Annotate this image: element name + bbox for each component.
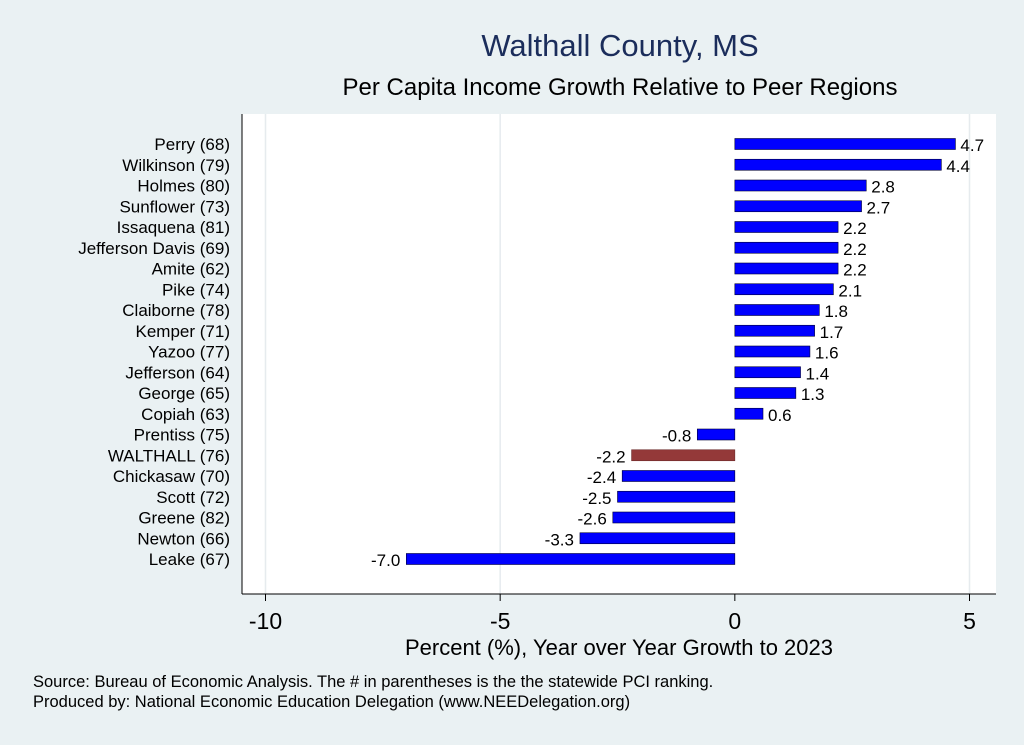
category-label: George (65) bbox=[138, 384, 230, 403]
category-label: Amite (62) bbox=[152, 260, 230, 279]
category-label: Wilkinson (79) bbox=[122, 156, 230, 175]
bar bbox=[621, 470, 736, 482]
bar bbox=[734, 179, 867, 192]
category-label: WALTHALL (76) bbox=[108, 446, 230, 465]
value-label: 2.2 bbox=[843, 219, 867, 238]
value-label: 2.7 bbox=[867, 198, 891, 217]
value-label: -3.3 bbox=[545, 530, 574, 549]
category-label: Jefferson Davis (69) bbox=[78, 239, 230, 258]
category-label: Pike (74) bbox=[162, 280, 230, 299]
bar bbox=[617, 490, 736, 503]
credit-note: Produced by: National Economic Education… bbox=[33, 693, 631, 711]
category-label: Perry (68) bbox=[154, 135, 230, 154]
category-label: Copiah (63) bbox=[141, 405, 230, 424]
bar bbox=[734, 221, 839, 233]
category-label: Leake (67) bbox=[149, 550, 230, 569]
value-label: 1.8 bbox=[824, 302, 848, 321]
value-label: -2.6 bbox=[578, 510, 607, 529]
x-axis-title: Percent (%), Year over Year Growth to 20… bbox=[405, 635, 833, 660]
bar bbox=[579, 532, 736, 545]
bar bbox=[734, 262, 839, 275]
x-tick-label: 0 bbox=[728, 608, 741, 634]
chart-subtitle: Per Capita Income Growth Relative to Pee… bbox=[342, 74, 898, 101]
category-label: Scott (72) bbox=[156, 488, 230, 507]
value-label: -7.0 bbox=[371, 551, 400, 570]
bar bbox=[734, 345, 811, 358]
category-label: Yazoo (77) bbox=[148, 343, 230, 362]
category-label: Greene (82) bbox=[138, 509, 230, 528]
category-label: Issaquena (81) bbox=[117, 218, 230, 237]
source-note: Source: Bureau of Economic Analysis. The… bbox=[33, 673, 714, 691]
category-label: Holmes (80) bbox=[137, 177, 230, 196]
value-label: 4.7 bbox=[960, 136, 984, 155]
bar bbox=[734, 138, 956, 150]
value-label: -0.8 bbox=[662, 427, 691, 446]
value-label: 1.3 bbox=[801, 385, 825, 404]
bar bbox=[734, 283, 834, 296]
bar bbox=[696, 428, 736, 441]
chart-title: Walthall County, MS bbox=[481, 28, 759, 63]
category-label: Chickasaw (70) bbox=[113, 467, 230, 486]
value-label: 1.6 bbox=[815, 344, 839, 363]
value-label: -2.5 bbox=[582, 489, 611, 508]
bar bbox=[734, 241, 839, 254]
category-label: Prentiss (75) bbox=[134, 426, 230, 445]
value-label: 2.1 bbox=[838, 281, 862, 300]
value-label: 4.4 bbox=[946, 157, 970, 176]
x-tick-label: 5 bbox=[963, 608, 976, 634]
value-label: -2.4 bbox=[587, 468, 616, 487]
value-label: 2.8 bbox=[871, 178, 895, 197]
bar bbox=[734, 407, 764, 420]
bar bbox=[734, 158, 942, 171]
bar bbox=[612, 511, 736, 524]
bar bbox=[734, 324, 815, 337]
value-label: 0.6 bbox=[768, 406, 792, 425]
value-label: 1.4 bbox=[806, 364, 830, 383]
category-label: Newton (66) bbox=[137, 529, 230, 548]
value-label: 2.2 bbox=[843, 261, 867, 280]
value-label: -2.2 bbox=[596, 447, 625, 466]
bar bbox=[734, 366, 801, 379]
x-tick-label: -10 bbox=[249, 608, 282, 634]
category-label: Sunflower (73) bbox=[119, 197, 230, 216]
bar bbox=[734, 200, 862, 213]
bar-highlight bbox=[631, 449, 736, 462]
category-label: Claiborne (78) bbox=[122, 301, 230, 320]
bar bbox=[405, 553, 736, 565]
x-tick-label: -5 bbox=[490, 608, 510, 634]
category-label: Kemper (71) bbox=[136, 322, 230, 341]
category-label: Jefferson (64) bbox=[125, 363, 230, 382]
bar bbox=[734, 387, 797, 399]
value-label: 2.2 bbox=[843, 240, 867, 259]
value-label: 1.7 bbox=[820, 323, 844, 342]
bar bbox=[734, 304, 820, 316]
